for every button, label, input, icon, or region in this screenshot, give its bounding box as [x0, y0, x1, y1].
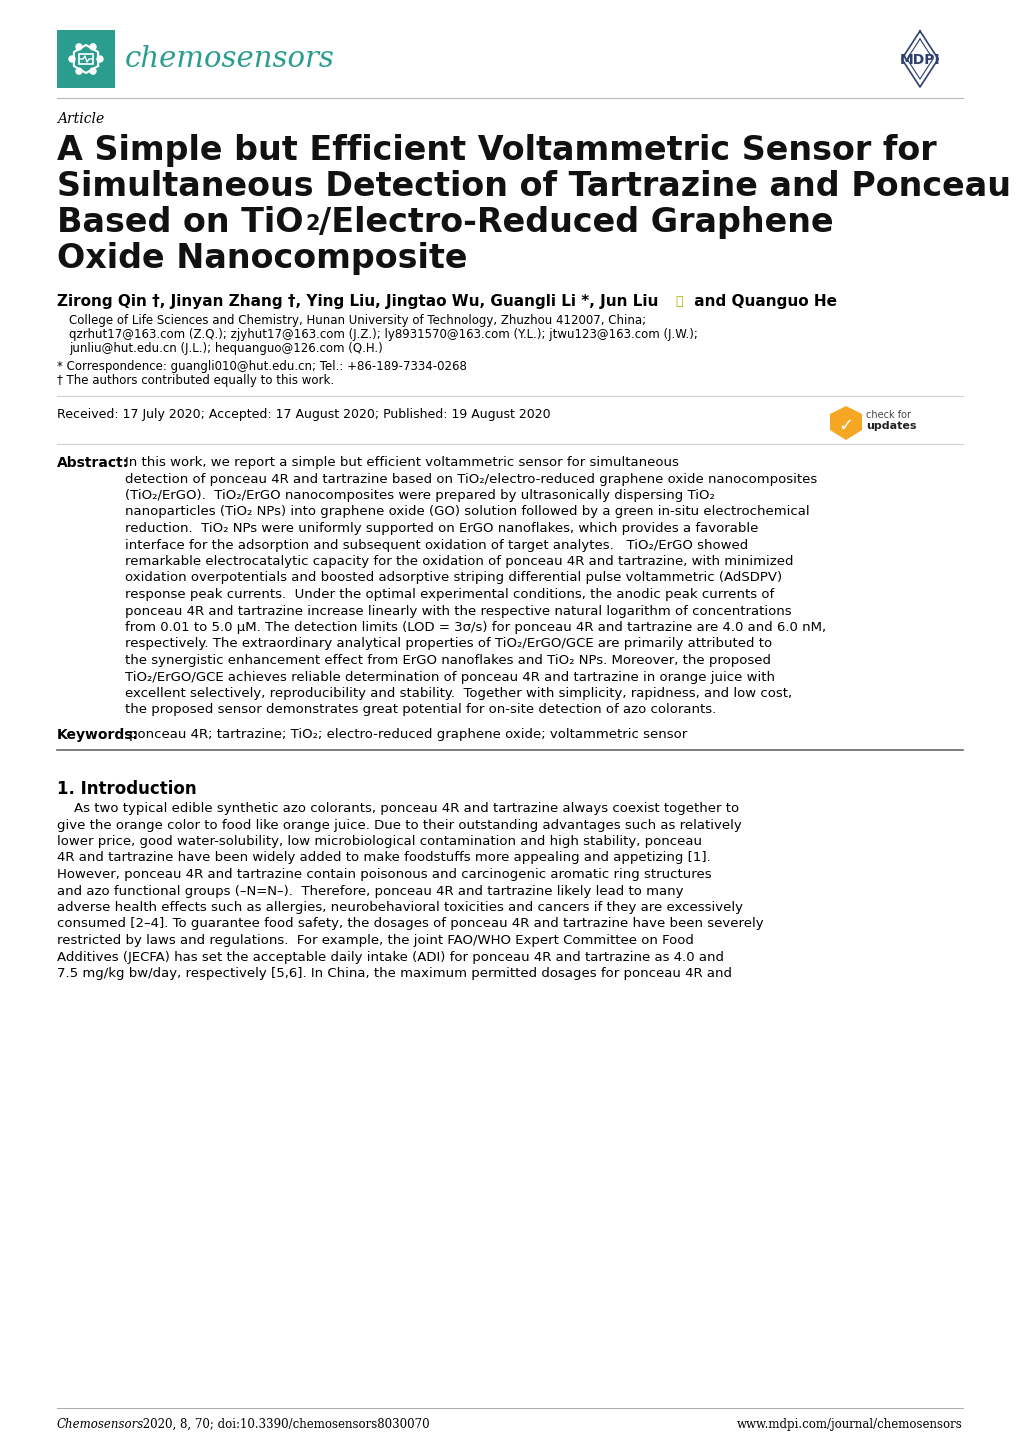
Circle shape	[69, 56, 75, 62]
Text: consumed [2–4]. To guarantee food safety, the dosages of ponceau 4R and tartrazi: consumed [2–4]. To guarantee food safety…	[57, 917, 763, 930]
Text: Keywords:: Keywords:	[57, 728, 139, 743]
Text: respectively. The extraordinary analytical properties of TiO₂/ErGO/GCE are prima: respectively. The extraordinary analytic…	[125, 637, 771, 650]
Text: MDPI: MDPI	[899, 53, 940, 66]
Text: ✓: ✓	[838, 417, 853, 435]
Text: give the orange color to food like orange juice. Due to their outstanding advant: give the orange color to food like orang…	[57, 819, 741, 832]
Text: Received: 17 July 2020; Accepted: 17 August 2020; Published: 19 August 2020: Received: 17 July 2020; Accepted: 17 Aug…	[57, 408, 550, 421]
Text: the proposed sensor demonstrates great potential for on-site detection of azo co: the proposed sensor demonstrates great p…	[125, 704, 715, 717]
Text: * Correspondence: guangli010@hut.edu.cn; Tel.: +86-189-7334-0268: * Correspondence: guangli010@hut.edu.cn;…	[57, 360, 467, 373]
Text: 1. Introduction: 1. Introduction	[57, 780, 197, 797]
Text: 7.5 mg/kg bw/day, respectively [5,6]. In China, the maximum permitted dosages fo: 7.5 mg/kg bw/day, respectively [5,6]. In…	[57, 968, 732, 981]
Text: TiO₂/ErGO/GCE achieves reliable determination of ponceau 4R and tartrazine in or: TiO₂/ErGO/GCE achieves reliable determin…	[125, 671, 774, 684]
Text: nanoparticles (TiO₂ NPs) into graphene oxide (GO) solution followed by a green i: nanoparticles (TiO₂ NPs) into graphene o…	[125, 506, 809, 519]
Text: 2020, 8, 70; doi:10.3390/chemosensors8030070: 2020, 8, 70; doi:10.3390/chemosensors803…	[139, 1417, 429, 1430]
Text: lower price, good water-solubility, low microbiological contamination and high s: lower price, good water-solubility, low …	[57, 835, 701, 848]
Text: remarkable electrocatalytic capacity for the oxidation of ponceau 4R and tartraz: remarkable electrocatalytic capacity for…	[125, 555, 793, 568]
Text: the synergistic enhancement effect from ErGO nanoflakes and TiO₂ NPs. Moreover, : the synergistic enhancement effect from …	[125, 655, 770, 668]
FancyBboxPatch shape	[57, 30, 115, 88]
Text: from 0.01 to 5.0 μM. The detection limits (LOD = 3σ/s) for ponceau 4R and tartra: from 0.01 to 5.0 μM. The detection limit…	[125, 622, 825, 634]
Text: Chemosensors: Chemosensors	[57, 1417, 144, 1430]
Text: www.mdpi.com/journal/chemosensors: www.mdpi.com/journal/chemosensors	[737, 1417, 962, 1430]
Text: junliu@hut.edu.cn (J.L.); hequanguo@126.com (Q.H.): junliu@hut.edu.cn (J.L.); hequanguo@126.…	[69, 342, 382, 355]
Text: /Electro-Reduced Graphene: /Electro-Reduced Graphene	[319, 206, 833, 239]
Text: oxidation overpotentials and boosted adsorptive striping differential pulse volt: oxidation overpotentials and boosted ads…	[125, 571, 782, 584]
Text: However, ponceau 4R and tartrazine contain poisonous and carcinogenic aromatic r: However, ponceau 4R and tartrazine conta…	[57, 868, 711, 881]
Text: 4R and tartrazine have been widely added to make foodstuffs more appealing and a: 4R and tartrazine have been widely added…	[57, 851, 710, 865]
Circle shape	[97, 56, 103, 62]
Text: In this work, we report a simple but efficient voltammetric sensor for simultane: In this work, we report a simple but eff…	[125, 456, 679, 469]
Text: Simultaneous Detection of Tartrazine and Ponceau 4R: Simultaneous Detection of Tartrazine and…	[57, 170, 1019, 203]
Text: chemosensors: chemosensors	[125, 45, 334, 74]
Text: and azo functional groups (–N=N–).  Therefore, ponceau 4R and tartrazine likely : and azo functional groups (–N=N–). There…	[57, 884, 683, 897]
Text: check for: check for	[865, 410, 910, 420]
Text: Zirong Qin †, Jinyan Zhang †, Ying Liu, Jingtao Wu, Guangli Li *, Jun Liu: Zirong Qin †, Jinyan Zhang †, Ying Liu, …	[57, 294, 657, 309]
Text: interface for the adsorption and subsequent oxidation of target analytes.   TiO₂: interface for the adsorption and subsequ…	[125, 538, 748, 551]
Text: Oxide Nanocomposite: Oxide Nanocomposite	[57, 242, 467, 275]
Polygon shape	[829, 407, 861, 440]
Text: (TiO₂/ErGO).  TiO₂/ErGO nanocomposites were prepared by ultrasonically dispersin: (TiO₂/ErGO). TiO₂/ErGO nanocomposites we…	[125, 489, 714, 502]
Text: Based on TiO: Based on TiO	[57, 206, 304, 239]
Text: detection of ponceau 4R and tartrazine based on TiO₂/electro-reduced graphene ox: detection of ponceau 4R and tartrazine b…	[125, 473, 816, 486]
Text: † The authors contributed equally to this work.: † The authors contributed equally to thi…	[57, 373, 334, 386]
Text: and Quanguo He: and Quanguo He	[688, 294, 837, 309]
Text: adverse health effects such as allergies, neurobehavioral toxicities and cancers: adverse health effects such as allergies…	[57, 901, 742, 914]
Text: ponceau 4R; tartrazine; TiO₂; electro-reduced graphene oxide; voltammetric senso: ponceau 4R; tartrazine; TiO₂; electro-re…	[128, 728, 687, 741]
Text: Article: Article	[57, 112, 104, 125]
Text: Ⓞ: Ⓞ	[675, 296, 682, 309]
Text: qzrhut17@163.com (Z.Q.); zjyhut17@163.com (J.Z.); ly8931570@163.com (Y.L.); jtwu: qzrhut17@163.com (Z.Q.); zjyhut17@163.co…	[69, 327, 697, 340]
Text: reduction.  TiO₂ NPs were uniformly supported on ErGO nanoflakes, which provides: reduction. TiO₂ NPs were uniformly suppo…	[125, 522, 758, 535]
Circle shape	[90, 68, 96, 74]
Text: response peak currents.  Under the optimal experimental conditions, the anodic p: response peak currents. Under the optima…	[125, 588, 773, 601]
Circle shape	[76, 43, 82, 50]
Circle shape	[76, 68, 82, 74]
Circle shape	[90, 43, 96, 50]
Text: 2: 2	[305, 213, 319, 234]
Text: As two typical edible synthetic azo colorants, ponceau 4R and tartrazine always : As two typical edible synthetic azo colo…	[57, 802, 739, 815]
Text: excellent selectively, reproducibility and stability.  Together with simplicity,: excellent selectively, reproducibility a…	[125, 686, 792, 699]
Text: ponceau 4R and tartrazine increase linearly with the respective natural logarith: ponceau 4R and tartrazine increase linea…	[125, 604, 791, 617]
Text: College of Life Sciences and Chemistry, Hunan University of Technology, Zhuzhou : College of Life Sciences and Chemistry, …	[69, 314, 645, 327]
Text: Abstract:: Abstract:	[57, 456, 129, 470]
Text: Additives (JECFA) has set the acceptable daily intake (ADI) for ponceau 4R and t: Additives (JECFA) has set the acceptable…	[57, 950, 723, 963]
Text: restricted by laws and regulations.  For example, the joint FAO/WHO Expert Commi: restricted by laws and regulations. For …	[57, 934, 693, 947]
Text: updates: updates	[865, 421, 916, 431]
Text: A Simple but Efficient Voltammetric Sensor for: A Simple but Efficient Voltammetric Sens…	[57, 134, 935, 167]
FancyBboxPatch shape	[78, 53, 93, 63]
